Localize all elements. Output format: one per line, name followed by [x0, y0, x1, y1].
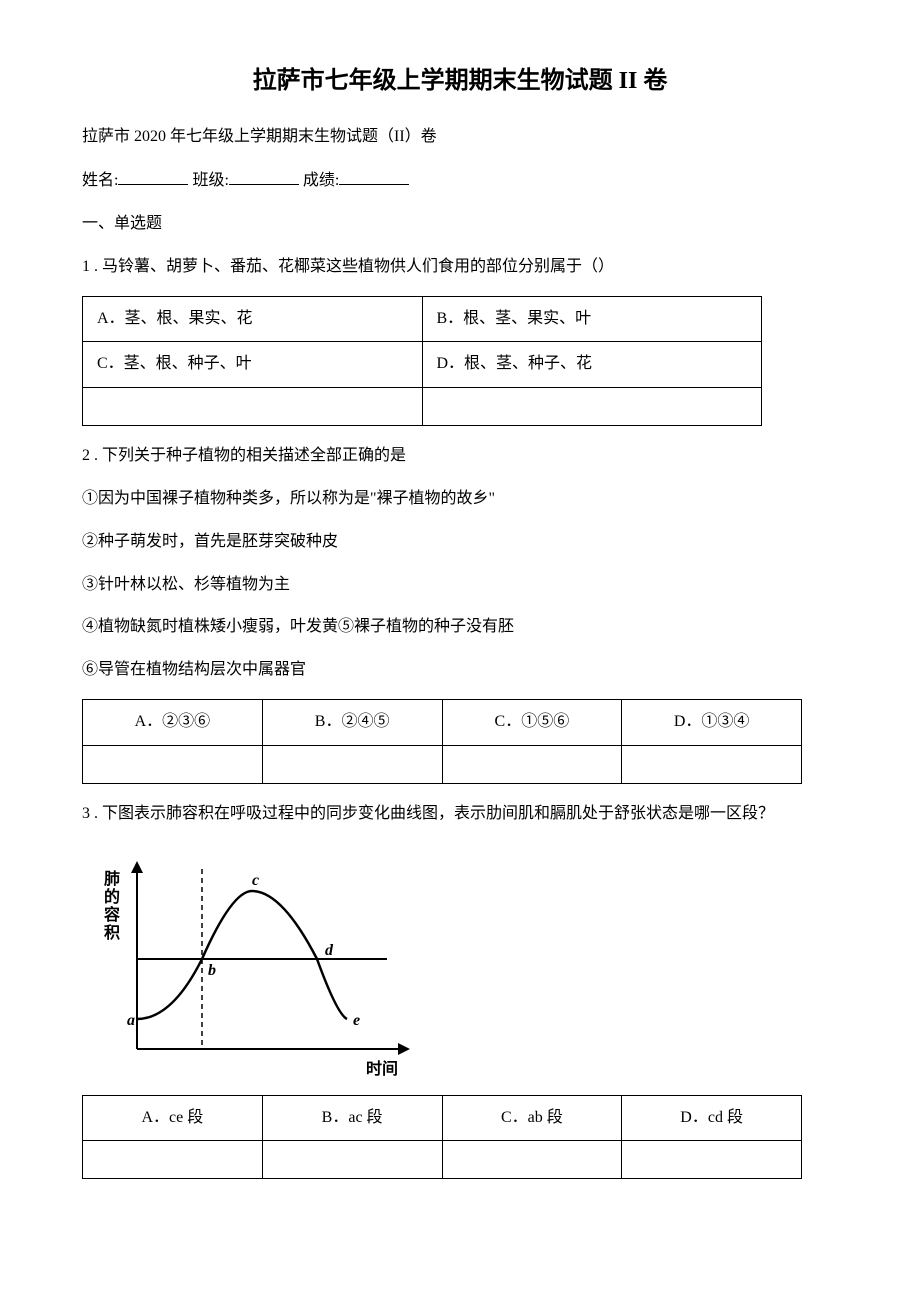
svg-text:积: 积 [104, 924, 120, 942]
q2-statement-6: ⑥导管在植物结构层次中属器官 [50, 656, 870, 685]
svg-text:c: c [252, 872, 259, 889]
q1-option-c: C．茎、根、种子、叶 [83, 342, 423, 388]
svg-text:肺: 肺 [104, 869, 120, 888]
name-blank [118, 166, 188, 185]
q2-statement-3: ③针叶林以松、杉等植物为主 [50, 571, 870, 600]
student-info-line: 姓名: 班级: 成绩: [50, 166, 870, 196]
q2-statement-2: ②种子萌发时，首先是胚芽突破种皮 [50, 528, 870, 557]
q3-option-c: C．ab 段 [442, 1095, 622, 1141]
q2-option-a: A．②③⑥ [83, 699, 263, 745]
q3-option-a: A．ce 段 [83, 1095, 263, 1141]
q3-text: 3 . 下图表示肺容积在呼吸过程中的同步变化曲线图，表示肋间肌和膈肌处于舒张状态… [50, 800, 870, 829]
q1-option-b: B．根、茎、果实、叶 [422, 296, 762, 342]
q1-empty-cell-1 [83, 388, 423, 426]
page-title: 拉萨市七年级上学期期末生物试题 II 卷 [50, 60, 870, 103]
q2-empty-cell-3 [442, 745, 622, 783]
q2-options-table: A．②③⑥ B．②④⑤ C．①⑤⑥ D．①③④ [82, 699, 802, 784]
q2-empty-cell-4 [622, 745, 802, 783]
q3-empty-cell-4 [622, 1141, 802, 1179]
q2-empty-cell-1 [83, 745, 263, 783]
q3-options-table: A．ce 段 B．ac 段 C．ab 段 D．cd 段 [82, 1095, 802, 1180]
name-label: 姓名: [82, 172, 118, 189]
svg-text:时间: 时间 [366, 1059, 398, 1078]
q3-chart: 肺的容积时间 a b c d e [82, 849, 870, 1079]
class-label: 班级: [192, 172, 228, 189]
lung-volume-chart: 肺的容积时间 a b c d e [82, 849, 422, 1079]
q2-option-b: B．②④⑤ [262, 699, 442, 745]
svg-text:的: 的 [104, 887, 120, 906]
score-blank [339, 166, 409, 185]
q3-option-b: B．ac 段 [262, 1095, 442, 1141]
q1-option-d: D．根、茎、种子、花 [422, 342, 762, 388]
q1-text: 1 . 马铃薯、胡萝卜、番茄、花椰菜这些植物供人们食用的部位分别属于（） [50, 253, 870, 282]
score-label: 成绩: [303, 172, 339, 189]
subtitle: 拉萨市 2020 年七年级上学期期末生物试题（II）卷 [50, 123, 870, 152]
q3-option-d: D．cd 段 [622, 1095, 802, 1141]
section-1-header: 一、单选题 [50, 210, 870, 239]
q3-empty-cell-2 [262, 1141, 442, 1179]
q2-option-d: D．①③④ [622, 699, 802, 745]
svg-text:a: a [127, 1012, 135, 1029]
q3-empty-cell-1 [83, 1141, 263, 1179]
q2-empty-cell-2 [262, 745, 442, 783]
class-blank [229, 166, 299, 185]
q2-text: 2 . 下列关于种子植物的相关描述全部正确的是 [50, 442, 870, 471]
svg-text:b: b [208, 962, 216, 979]
q1-option-a: A．茎、根、果实、花 [83, 296, 423, 342]
svg-text:d: d [325, 942, 334, 959]
svg-text:容: 容 [103, 905, 120, 924]
q2-option-c: C．①⑤⑥ [442, 699, 622, 745]
q1-empty-cell-2 [422, 388, 762, 426]
svg-text:e: e [353, 1012, 360, 1029]
q2-statement-1: ①因为中国裸子植物种类多，所以称为是"裸子植物的故乡" [50, 485, 870, 514]
q3-empty-cell-3 [442, 1141, 622, 1179]
q1-options-table: A．茎、根、果实、花 B．根、茎、果实、叶 C．茎、根、种子、叶 D．根、茎、种… [82, 296, 762, 427]
q2-statement-4: ④植物缺氮时植株矮小瘦弱，叶发黄⑤裸子植物的种子没有胚 [50, 613, 870, 642]
